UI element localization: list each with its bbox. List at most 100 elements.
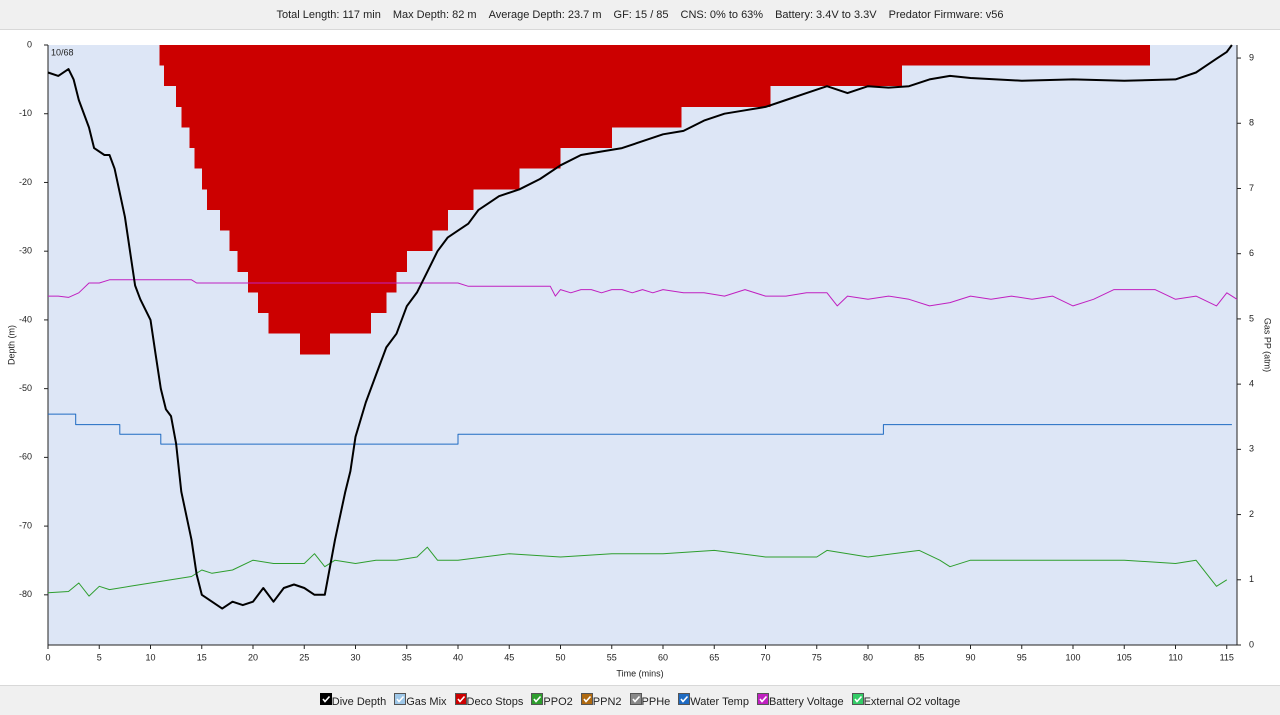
legend-label[interactable]: Deco Stops xyxy=(466,696,524,708)
x-tick-label: 105 xyxy=(1117,652,1132,662)
deco-stop xyxy=(194,45,202,169)
legend-label[interactable]: Battery Voltage xyxy=(768,696,844,708)
y-tick-label: -80 xyxy=(19,589,32,599)
y-tick-label: -20 xyxy=(19,177,32,187)
x-tick-label: 100 xyxy=(1065,652,1080,662)
y-tick-label: -50 xyxy=(19,383,32,393)
legend-checkbox[interactable] xyxy=(678,693,691,705)
check-mark xyxy=(583,695,591,703)
legend-item[interactable]: Dive Depth xyxy=(319,693,387,708)
y2-tick-label: 2 xyxy=(1249,509,1254,519)
x-tick-label: 55 xyxy=(607,652,617,662)
legend-checkbox[interactable] xyxy=(851,693,864,705)
y-tick-label: -40 xyxy=(19,314,32,324)
legend-label[interactable]: Dive Depth xyxy=(331,696,387,708)
legend-checkbox[interactable] xyxy=(629,693,642,705)
check-path xyxy=(759,695,768,703)
legend-item[interactable]: Deco Stops xyxy=(454,693,524,708)
deco-stop xyxy=(770,45,902,87)
deco-stop xyxy=(370,45,387,314)
deco-stop xyxy=(519,45,561,169)
x-tick-label: 110 xyxy=(1168,652,1182,662)
stat: CNS: 0% to 63% xyxy=(680,8,764,21)
y-tick-label: 0 xyxy=(27,39,32,49)
deco-stop xyxy=(386,45,397,293)
y2-tick-label: 5 xyxy=(1249,313,1254,323)
check-path xyxy=(533,695,542,703)
x-tick-label: 25 xyxy=(299,652,309,662)
y2-tick-label: 8 xyxy=(1249,118,1254,128)
deco-stop xyxy=(229,45,238,252)
x-tick-label: 5 xyxy=(97,652,102,662)
legend-label[interactable]: PPHe xyxy=(641,696,671,708)
stat: Battery: 3.4V to 3.3V xyxy=(775,8,877,21)
x-tick-label: 10 xyxy=(145,652,155,662)
deco-stop xyxy=(237,45,248,272)
stat: Predator Firmware: v56 xyxy=(888,8,1004,21)
legend-item[interactable]: Gas Mix xyxy=(394,693,447,708)
legend-checkbox[interactable] xyxy=(531,693,544,705)
legend-label[interactable]: External O2 voltage xyxy=(863,696,961,708)
x-tick-label: 90 xyxy=(965,652,975,662)
deco-stop xyxy=(206,45,221,210)
deco-stop xyxy=(176,45,182,107)
deco-stop xyxy=(473,45,520,190)
legend: Dive Depth Gas Mix Deco Stops PPO2 PPN2 PPHe W… xyxy=(0,685,1280,715)
x-tick-label: 115 xyxy=(1220,652,1234,662)
legend-checkbox[interactable] xyxy=(394,693,407,705)
y2-tick-label: 6 xyxy=(1249,248,1254,258)
y-tick-label: -60 xyxy=(19,452,32,462)
check-mark xyxy=(680,695,689,703)
legend-checkbox[interactable] xyxy=(756,693,769,705)
legend-checkbox[interactable] xyxy=(319,693,332,705)
stat: Max Depth: 82 m xyxy=(392,8,477,21)
y-tick-label: -30 xyxy=(19,246,32,256)
x-tick-label: 0 xyxy=(45,652,50,662)
deco-stop xyxy=(181,45,190,128)
x-axis-label: Time (mins) xyxy=(616,668,663,678)
check-path xyxy=(631,695,640,703)
check-mark xyxy=(853,695,862,703)
legend-item[interactable]: Water Temp xyxy=(678,693,749,708)
deco-stop xyxy=(189,45,195,149)
x-tick-label: 50 xyxy=(555,652,565,662)
x-tick-label: 45 xyxy=(504,652,514,662)
check-path xyxy=(396,695,405,703)
legend-label[interactable]: PPO2 xyxy=(543,696,573,708)
deco-stop xyxy=(268,45,301,334)
legend-item[interactable]: PPHe xyxy=(629,693,671,708)
y-tick-label: -10 xyxy=(19,108,32,118)
x-tick-label: 80 xyxy=(863,652,873,662)
legend-item[interactable]: Battery Voltage xyxy=(756,693,844,708)
deco-stop xyxy=(406,45,433,252)
y2-axis-label: Gas PP (atm) xyxy=(1263,318,1273,372)
x-tick-label: 95 xyxy=(1017,652,1027,662)
deco-stop xyxy=(560,45,612,149)
deco-stop xyxy=(396,45,407,272)
y2-tick-label: 4 xyxy=(1249,379,1254,389)
check-mark xyxy=(322,695,330,703)
check-mark xyxy=(631,695,640,703)
check-path xyxy=(853,695,862,703)
legend-item[interactable]: External O2 voltage xyxy=(851,693,961,708)
legend-label[interactable]: PPN2 xyxy=(592,696,622,708)
stat: GF: 15 / 85 xyxy=(613,8,669,21)
x-tick-label: 60 xyxy=(658,652,668,662)
legend-label[interactable]: Water Temp xyxy=(690,696,749,708)
deco-stop xyxy=(681,45,771,107)
y2-tick-label: 0 xyxy=(1249,639,1254,649)
deco-stop xyxy=(611,45,682,128)
deco-stop xyxy=(159,45,164,66)
legend-item[interactable]: PPO2 xyxy=(531,693,573,708)
series-line xyxy=(47,44,1233,610)
legend-item[interactable]: PPN2 xyxy=(580,693,622,708)
legend-checkbox[interactable] xyxy=(580,693,593,705)
legend-label[interactable]: Gas Mix xyxy=(406,696,447,708)
x-tick-label: 40 xyxy=(453,652,463,662)
x-tick-label: 75 xyxy=(812,652,822,662)
deco-stop xyxy=(432,45,448,231)
deco-stop xyxy=(300,45,330,355)
legend-checkbox[interactable] xyxy=(454,693,467,705)
check-path xyxy=(583,695,591,703)
